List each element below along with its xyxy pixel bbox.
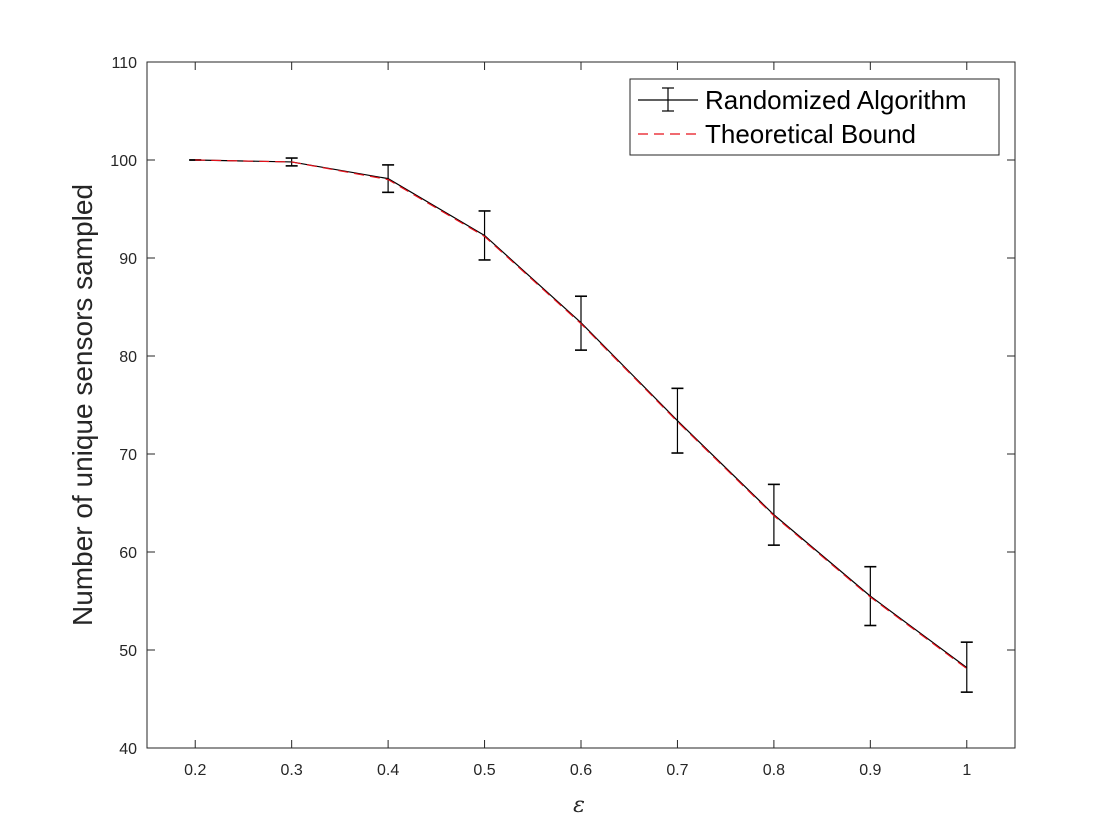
errorbar [960, 641, 973, 693]
legend-box [629, 78, 1000, 156]
y-tick-label: 60 [119, 545, 137, 562]
x-tick-label: 0.6 [570, 762, 592, 779]
x-axis: 0.2 0.3 0.4 0.5 0.6 0.7 0.8 0.9 1 [184, 62, 971, 779]
y-axis-label: Number of unique sensors sampled [67, 184, 98, 626]
errorbar [767, 483, 780, 546]
y-tick-label: 50 [119, 643, 137, 660]
y-tick-label: 40 [119, 741, 137, 758]
y-axis: 40 50 60 70 80 90 100 110 [110, 55, 1015, 758]
x-tick-label: 0.3 [281, 762, 303, 779]
errorbar [671, 387, 684, 454]
y-tick-label: 80 [119, 349, 137, 366]
legend-label-randomized: Randomized Algorithm [705, 85, 967, 115]
legend: Randomized Algorithm Theoretical Bound [629, 78, 1000, 156]
errorbar [864, 565, 877, 627]
errorbar [382, 164, 395, 194]
plot-area [189, 157, 973, 693]
series-line-theoretical-bound [195, 159, 968, 670]
y-tick-label: 110 [111, 55, 137, 72]
x-tick-label: 0.5 [473, 762, 495, 779]
errorbar [478, 210, 491, 261]
y-tick-label: 100 [110, 153, 137, 170]
x-tick-label: 0.8 [763, 762, 785, 779]
x-tick-label: 1 [962, 762, 971, 779]
x-tick-label: 0.7 [666, 762, 688, 779]
y-tick-label: 90 [119, 251, 137, 268]
x-axis-label: ε [573, 793, 585, 818]
x-tick-label: 0.2 [184, 762, 206, 779]
y-tick-label: 70 [119, 447, 137, 464]
x-tick-label: 0.9 [859, 762, 881, 779]
x-tick-label: 0.4 [377, 762, 399, 779]
legend-label-theoretical: Theoretical Bound [705, 119, 916, 149]
